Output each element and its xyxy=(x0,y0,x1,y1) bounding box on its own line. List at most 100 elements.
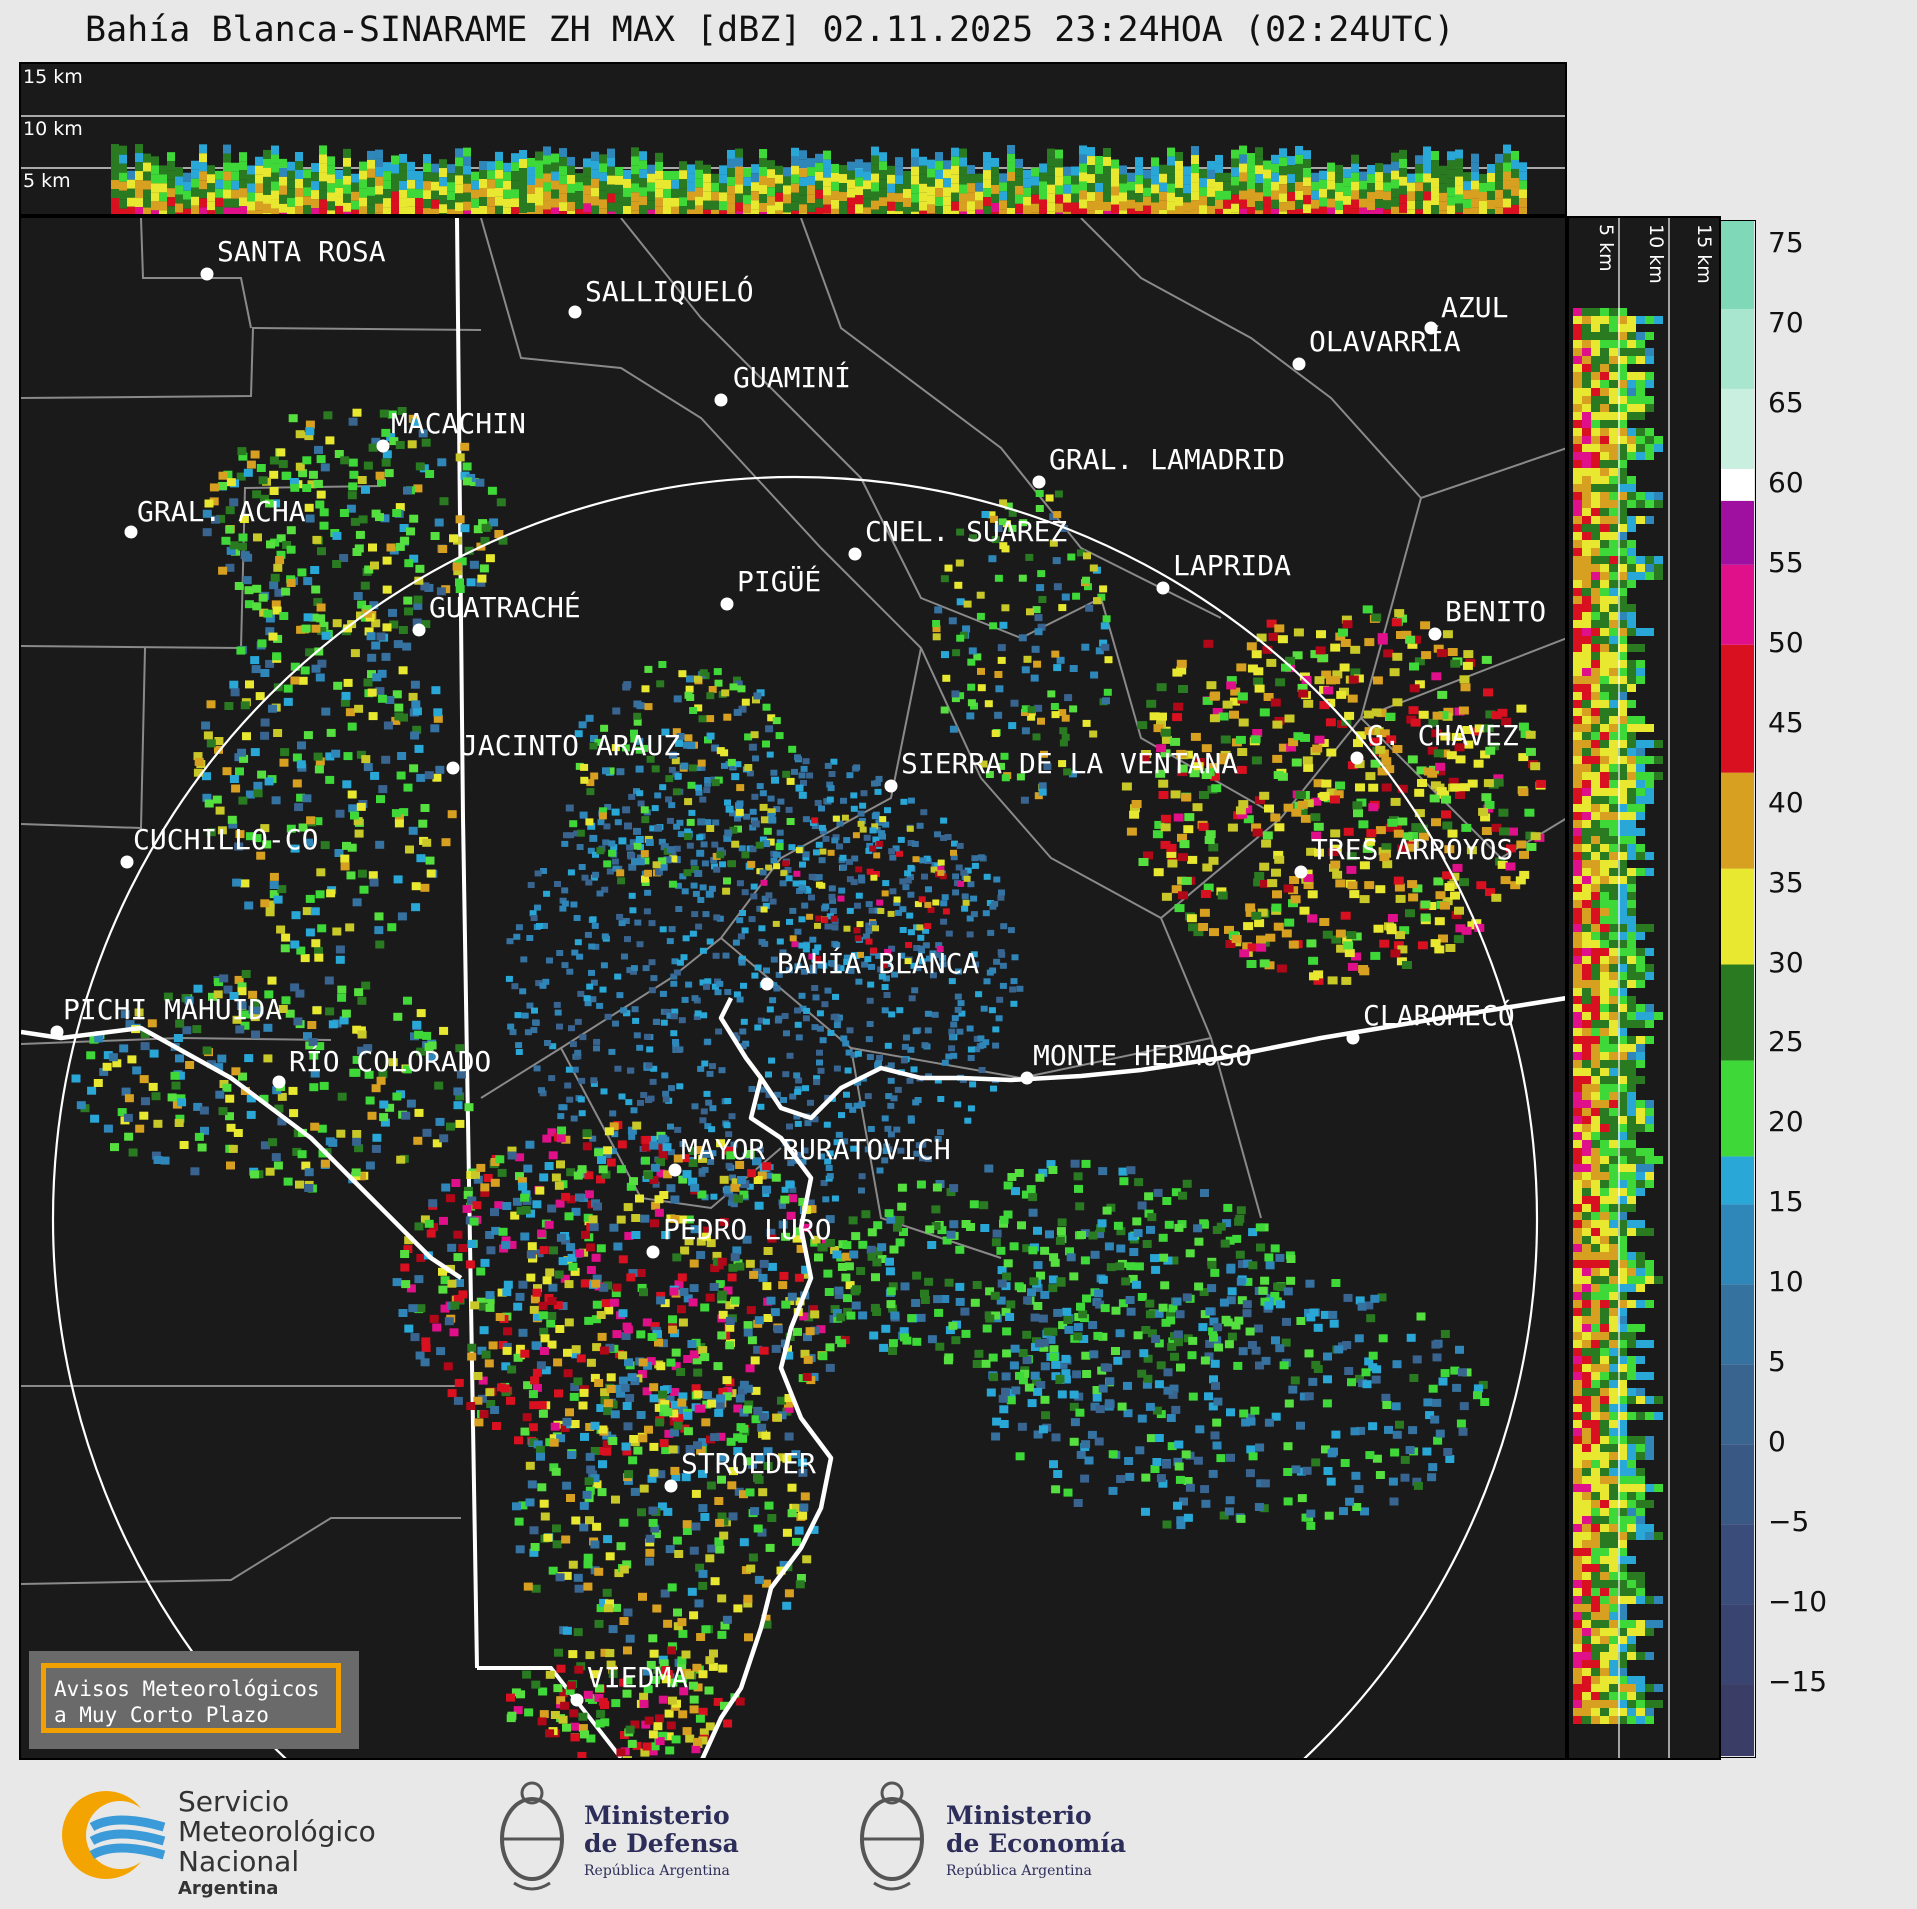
side-altitude-label-5km: 5 km xyxy=(1595,224,1617,272)
colorbar-segment xyxy=(1721,388,1754,469)
economia-coat-of-arms-icon xyxy=(860,1781,924,1891)
city-label-macachin: MACACHIN xyxy=(391,407,526,440)
smn-line-4: Argentina xyxy=(178,1878,279,1899)
city-label-olavarria: OLAVARRÍA xyxy=(1309,325,1461,358)
defensa-line-1: Ministerio xyxy=(584,1801,730,1830)
city-marker xyxy=(848,547,862,561)
city-label-tres-arroyos: TRES ARROYOS xyxy=(1311,833,1514,866)
city-label-pedro-luro: PEDRO LURO xyxy=(663,1213,832,1246)
avisos-line-1: Avisos Meteorológicos xyxy=(54,1677,320,1701)
city-marker xyxy=(1292,357,1306,371)
city-marker xyxy=(272,1075,286,1089)
city-marker xyxy=(120,855,134,869)
department-boundaries xyxy=(21,218,1565,1585)
colorbar-segment xyxy=(1721,1524,1754,1605)
colorbar-segment xyxy=(1721,1364,1754,1445)
city-label-cuchillo-co: CUCHILLO-CO xyxy=(133,823,319,856)
city-label-stroeder: STROEDER xyxy=(681,1447,816,1480)
radar-echoes xyxy=(71,407,1547,1758)
city-label-guatrache: GUATRACHÉ xyxy=(429,591,581,624)
city-label-benito: BENITO xyxy=(1445,595,1547,628)
city-label-santa-rosa: SANTA ROSA xyxy=(217,235,386,268)
colorbar-segment xyxy=(1721,1284,1754,1365)
city-label-guamini: GUAMINÍ xyxy=(733,361,852,394)
colorbar-tick-label: −5 xyxy=(1768,1505,1810,1539)
coastline xyxy=(21,996,1565,1758)
colorbar-segment xyxy=(1721,1604,1754,1685)
city-label-claromeco: CLAROMECÓ xyxy=(1363,999,1515,1032)
city-label-gral-acha: GRAL. ACHA xyxy=(137,495,306,528)
city-marker xyxy=(720,597,734,611)
city-label-cnel-suarez: CNEL. SUAREZ xyxy=(865,515,1068,548)
city-label-viedma: VIEDMA xyxy=(587,1661,689,1694)
colorbar-segment xyxy=(1721,1060,1754,1157)
city-marker xyxy=(884,779,898,793)
city-label-mayor-buratovich: MAYOR BURATOVICH xyxy=(681,1133,951,1166)
colorbar-tick-label: 50 xyxy=(1768,625,1804,659)
range-ring xyxy=(52,476,1538,1758)
smn-line-3: Nacional xyxy=(178,1845,300,1878)
colorbar-segment xyxy=(1721,1684,1754,1756)
city-marker xyxy=(1294,865,1308,879)
avisos-badge: Avisos Meteorológicos a Muy Corto Plazo xyxy=(29,1651,359,1749)
colorbar-tick-label: 15 xyxy=(1768,1185,1804,1219)
dbz-colorbar xyxy=(1720,220,1756,1758)
city-label-sierra-de-la-ventana: SIERRA DE LA VENTANA xyxy=(901,747,1239,780)
colorbar-segment xyxy=(1721,964,1754,1061)
colorbar-tick-label: −15 xyxy=(1768,1665,1828,1699)
city-label-rio-colorado: RÍO COLORADO xyxy=(289,1045,492,1078)
colorbar-segment xyxy=(1721,1156,1754,1205)
city-label-monte-hermoso: MONTE HERMOSO xyxy=(1033,1039,1253,1072)
smn-logo-icon xyxy=(62,1791,166,1879)
economia-line-1: Ministerio xyxy=(946,1801,1092,1830)
colorbar-tick-label: 35 xyxy=(1768,865,1804,899)
colorbar-tick-label: −10 xyxy=(1768,1585,1828,1619)
colorbar-tick-label: 40 xyxy=(1768,785,1804,819)
city-marker xyxy=(1424,321,1438,335)
footer-logos: Servicio Meteorológico Nacional Argentin… xyxy=(0,1765,1917,1909)
map-title: Bahía Blanca-SINARAME ZH MAX [dBZ] 02.11… xyxy=(85,10,1455,50)
city-marker xyxy=(1428,627,1442,641)
colorbar-tick-label: 45 xyxy=(1768,705,1804,739)
city-label-g-chavez: G. CHAVEZ xyxy=(1367,719,1519,752)
city-label-jacinto-arauz: JACINTO ARAUZ xyxy=(461,729,681,762)
colorbar-tick-label: 10 xyxy=(1768,1265,1804,1299)
avisos-line-2: a Muy Corto Plazo xyxy=(54,1703,269,1728)
city-marker xyxy=(124,525,138,539)
city-marker xyxy=(376,439,390,453)
city-marker xyxy=(50,1025,64,1039)
colorbar-tick-label: 65 xyxy=(1768,385,1804,419)
city-marker xyxy=(668,1163,682,1177)
city-marker xyxy=(714,393,728,407)
city-marker xyxy=(1156,581,1170,595)
city-label-laprida: LAPRIDA xyxy=(1173,549,1292,582)
top-cross-section-panel: 15 km 10 km 5 km xyxy=(19,62,1567,216)
colorbar-tick-label: 0 xyxy=(1768,1425,1786,1459)
city-marker xyxy=(568,305,582,319)
city-marker xyxy=(200,267,214,281)
side-altitude-label-10km: 10 km xyxy=(1645,224,1667,284)
top-altitude-label-10km: 10 km xyxy=(23,118,83,140)
city-label-azul: AZUL xyxy=(1441,291,1509,324)
colorbar-tick-label: 25 xyxy=(1768,1025,1804,1059)
colorbar-segment xyxy=(1721,308,1754,389)
defensa-line-2: de Defensa xyxy=(584,1829,739,1858)
city-marker xyxy=(1032,475,1046,489)
colorbar-segment xyxy=(1721,468,1754,501)
defensa-line-3: República Argentina xyxy=(584,1863,730,1879)
colorbar-tick-label: 70 xyxy=(1768,305,1804,339)
economia-line-2: de Economía xyxy=(946,1829,1127,1858)
city-marker xyxy=(646,1245,660,1259)
city-label-salliquelo: SALLIQUELÓ xyxy=(585,275,754,308)
province-borders xyxy=(455,218,623,1758)
colorbar-tick-label: 55 xyxy=(1768,545,1804,579)
top-echo-band xyxy=(111,144,1527,214)
colorbar-segment xyxy=(1721,644,1754,773)
city-marker xyxy=(760,977,774,991)
colorbar-tick-label: 20 xyxy=(1768,1105,1804,1139)
side-cross-section-plot xyxy=(1573,218,1670,1758)
avisos-badge-frame: Avisos Meteorológicos a Muy Corto Plazo xyxy=(41,1663,341,1733)
colorbar-segment xyxy=(1721,1204,1754,1285)
colorbar-segment xyxy=(1721,772,1754,869)
colorbar-tick-label: 75 xyxy=(1768,225,1804,259)
